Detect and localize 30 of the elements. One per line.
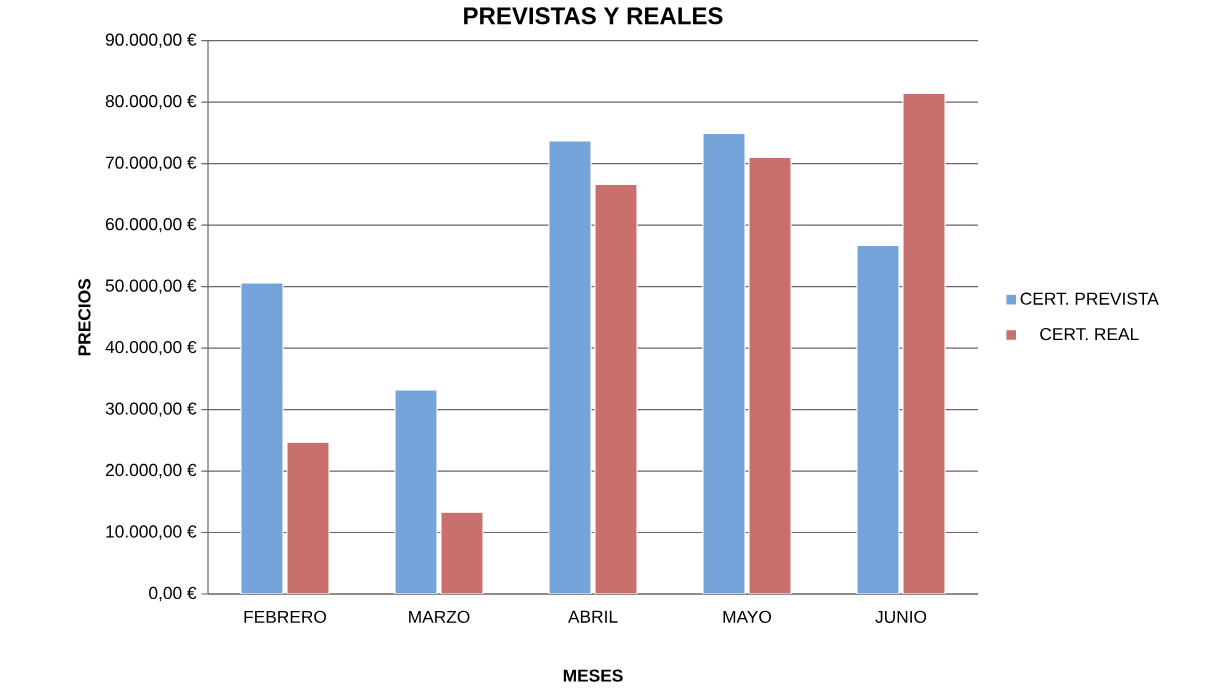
bar <box>702 132 746 594</box>
bar <box>548 140 592 594</box>
y-tick-label: 70.000,00 € <box>105 156 197 171</box>
bar <box>240 282 284 594</box>
bar <box>594 183 638 594</box>
y-tick-label: 10.000,00 € <box>106 525 197 540</box>
bar <box>856 244 900 594</box>
x-tick-label: JUNIO <box>875 610 927 623</box>
x-tick-label: FEBRERO <box>244 610 327 623</box>
bar <box>394 389 438 594</box>
legend-label: CERT. PREVISTA <box>1020 292 1159 305</box>
y-axis-title: PRECIOS <box>78 278 91 356</box>
bar <box>902 93 946 594</box>
bar <box>286 441 330 594</box>
y-tick-label: 60.000,00 € <box>105 217 197 233</box>
x-tick-label: MAYO <box>723 610 772 623</box>
y-tick-label: 50.000,00 € <box>105 279 197 294</box>
y-tick-label: 80.000,00 € <box>105 94 197 110</box>
bar <box>440 511 484 594</box>
x-tick-label: MARZO <box>409 610 470 623</box>
y-tick-label: 40.000,00 € <box>105 340 197 356</box>
chart-title: PREVISTAS Y REALES <box>464 7 723 25</box>
x-tick-label: ABRIL <box>568 610 618 623</box>
y-tick-label: 30.000,00 € <box>105 402 197 417</box>
y-tick-label: 0,00 € <box>149 586 197 602</box>
y-tick-label: 20.000,00 € <box>105 463 197 479</box>
legend-label: CERT. REAL <box>1040 328 1139 341</box>
bar <box>748 156 792 594</box>
y-tick-label: 90.000,00 € <box>105 33 197 48</box>
x-axis-title: MESES <box>563 669 623 682</box>
